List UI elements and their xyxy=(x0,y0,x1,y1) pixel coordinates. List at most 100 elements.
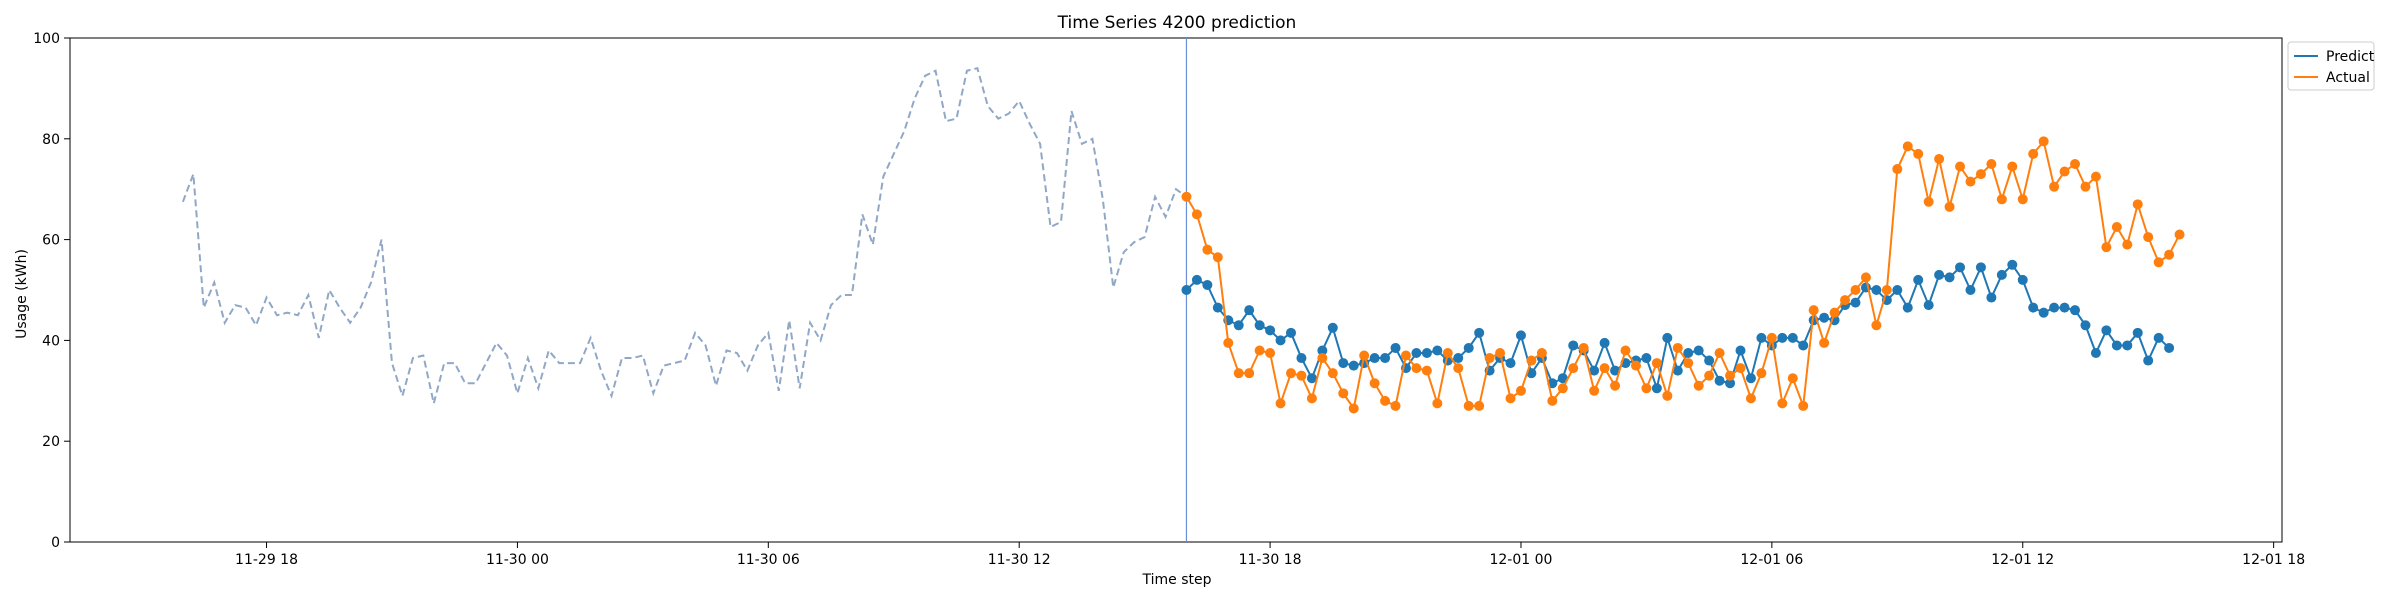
actual-point xyxy=(1463,400,1474,411)
actual-point xyxy=(1526,355,1537,366)
predict-point xyxy=(1244,305,1255,316)
actual-point xyxy=(1484,353,1495,364)
predict-point xyxy=(1819,312,1830,323)
predict-point xyxy=(1599,337,1610,348)
actual-point xyxy=(1359,350,1370,361)
predict-point xyxy=(1515,330,1526,341)
actual-point xyxy=(1306,393,1317,404)
predict-point xyxy=(1798,340,1809,351)
actual-point xyxy=(1965,176,1976,187)
actual-point xyxy=(1934,153,1945,164)
y-tick-label: 40 xyxy=(42,333,60,349)
predict-point xyxy=(1285,327,1296,338)
actual-point xyxy=(1641,383,1652,394)
y-tick-label: 60 xyxy=(42,233,60,249)
actual-point xyxy=(1432,398,1443,409)
predict-point xyxy=(1735,345,1746,356)
x-tick-label: 12-01 12 xyxy=(1991,552,2054,568)
actual-point xyxy=(1829,307,1840,318)
actual-point xyxy=(2111,222,2122,232)
predict-point xyxy=(1275,335,1286,346)
predict-point xyxy=(1557,373,1568,384)
actual-point xyxy=(1766,332,1777,343)
predict-point xyxy=(1369,353,1380,364)
actual-point xyxy=(2143,232,2154,243)
actual-point xyxy=(2080,181,2091,192)
actual-point xyxy=(1275,398,1286,409)
predict-point xyxy=(1306,373,1317,384)
actual-point xyxy=(1944,201,1955,212)
predict-point xyxy=(1463,342,1474,353)
predict-point xyxy=(1390,342,1401,353)
actual-point xyxy=(1285,368,1296,379)
predict-point xyxy=(1505,358,1516,369)
predict-point xyxy=(1380,353,1391,364)
predict-point xyxy=(1787,332,1798,343)
plot-frame xyxy=(69,37,2283,543)
predict-point xyxy=(2007,259,2018,270)
y-tick-label: 0 xyxy=(51,535,60,551)
predict-point xyxy=(1955,262,1966,273)
actual-point xyxy=(1745,393,1756,404)
actual-point xyxy=(2164,249,2175,260)
x-tick-label: 11-30 00 xyxy=(486,552,549,568)
predict-point xyxy=(1975,262,1986,273)
actual-point xyxy=(1474,400,1485,411)
x-tick-label: 11-30 06 xyxy=(737,552,800,568)
y-tick-label: 20 xyxy=(42,434,60,450)
actual-point xyxy=(1787,373,1798,384)
actual-point xyxy=(1735,363,1746,374)
actual-point xyxy=(1495,348,1506,358)
x-tick-label: 11-30 18 xyxy=(1239,552,1302,568)
actual-point xyxy=(1651,358,1662,369)
actual-point xyxy=(2038,136,2049,147)
actual-point xyxy=(1610,380,1621,391)
predict-point xyxy=(1934,269,1945,280)
actual-point xyxy=(2007,161,2018,172)
predict-point xyxy=(1589,365,1600,376)
actual-point xyxy=(1202,244,1213,255)
predict-point xyxy=(1923,300,1934,311)
actual-point xyxy=(1536,348,1547,358)
actual-point xyxy=(1589,385,1600,396)
predict-point xyxy=(1254,320,1265,331)
actual-point xyxy=(1233,368,1244,379)
actual-point xyxy=(1421,365,1432,376)
predict-point xyxy=(1965,285,1976,295)
actual-point xyxy=(1442,348,1453,358)
actual-point xyxy=(1860,272,1871,283)
predict-point xyxy=(2038,307,2049,318)
actual-point xyxy=(1317,353,1328,364)
predict-point xyxy=(1850,297,1861,308)
predict-point xyxy=(1317,345,1328,356)
predict-point xyxy=(2111,340,2122,351)
y-tick-label: 100 xyxy=(33,31,60,47)
x-tick-label: 12-01 06 xyxy=(1740,552,1803,568)
actual-point xyxy=(1662,390,1673,401)
predict-point xyxy=(1212,302,1223,313)
actual-point xyxy=(1244,368,1255,379)
predict-point xyxy=(2049,302,2060,313)
actual-point xyxy=(1996,194,2007,205)
actual-point xyxy=(1850,285,1861,295)
actual-point xyxy=(1578,342,1589,353)
predict-point xyxy=(1892,285,1903,295)
actual-point xyxy=(2132,199,2143,210)
predict-point xyxy=(1327,322,1338,333)
predict-point xyxy=(1683,348,1694,358)
actual-point xyxy=(1725,370,1736,381)
actual-point xyxy=(1756,368,1767,379)
actual-point xyxy=(1348,403,1359,414)
predict-point xyxy=(1338,358,1349,369)
actual-point xyxy=(1505,393,1516,404)
legend-label-predict: Predict xyxy=(2326,49,2375,65)
predict-point xyxy=(1202,279,1213,290)
actual-point xyxy=(1902,141,1913,152)
actual-point xyxy=(1975,169,1986,180)
predict-point xyxy=(1745,373,1756,384)
actual-point xyxy=(1798,400,1809,411)
actual-point xyxy=(1327,368,1338,379)
actual-point xyxy=(1840,295,1851,306)
